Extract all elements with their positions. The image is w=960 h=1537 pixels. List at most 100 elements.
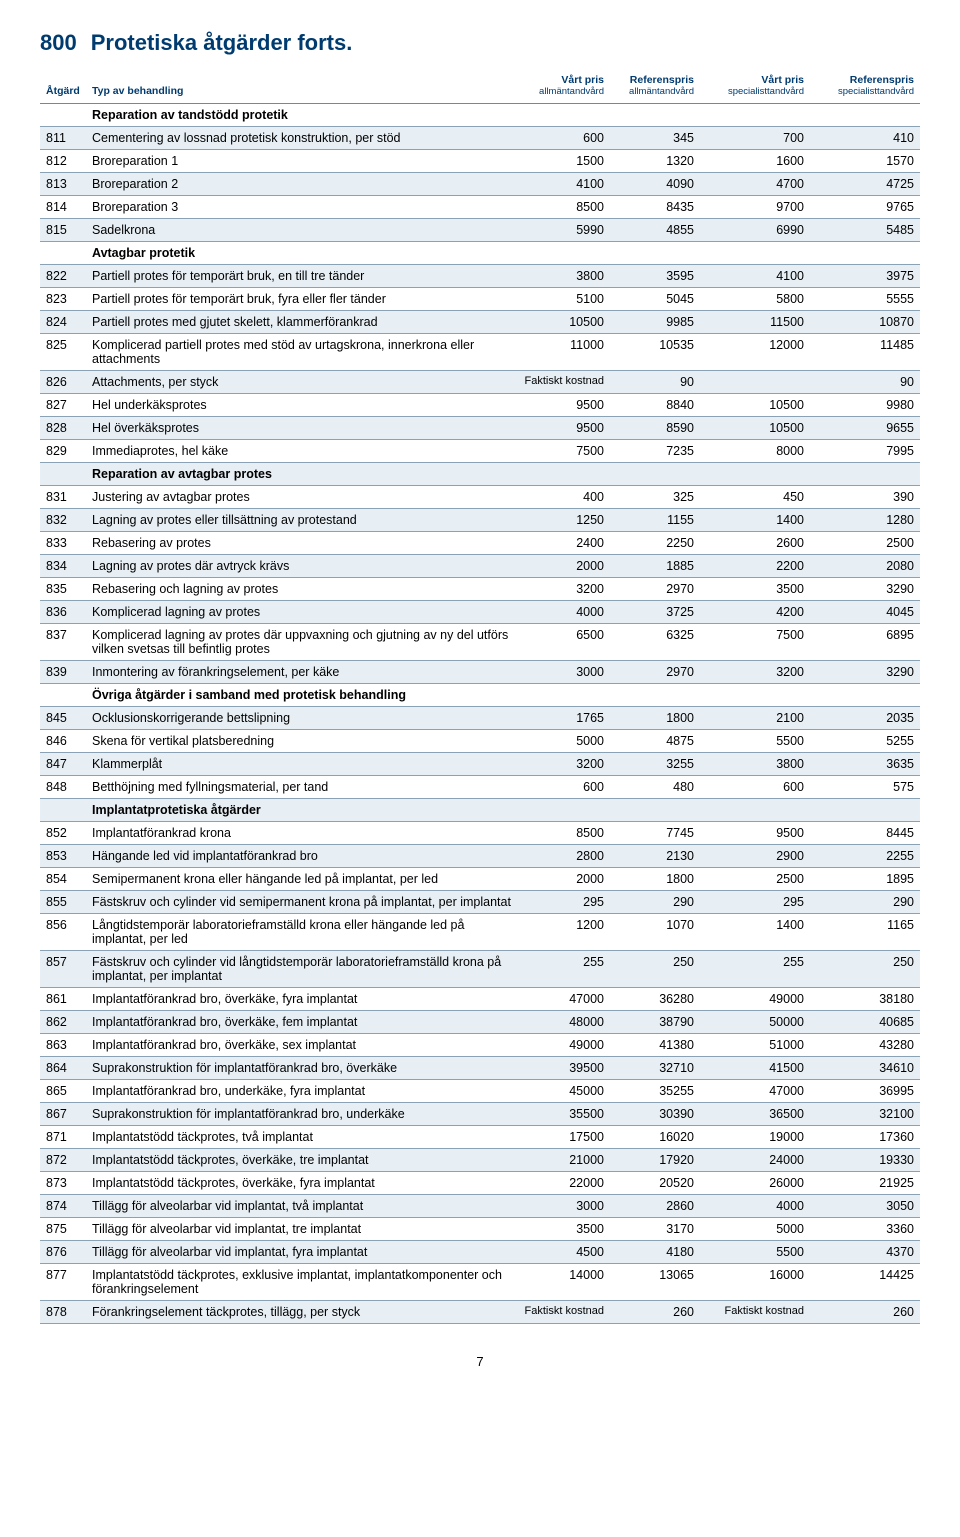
table-row: 837Komplicerad lagning av protes där upp… xyxy=(40,624,920,661)
col-atgard-label: Åtgärd xyxy=(46,85,80,97)
row-value: 20520 xyxy=(610,1172,700,1195)
table-row: 856Långtidstemporär laboratorieframställ… xyxy=(40,914,920,951)
table-row: 872Implantatstödd täckprotes, överkäke, … xyxy=(40,1149,920,1172)
table-row: 831Justering av avtagbar protes400325450… xyxy=(40,486,920,509)
table-row: 823Partiell protes för temporärt bruk, f… xyxy=(40,288,920,311)
table-row: 874Tillägg för alveolarbar vid implantat… xyxy=(40,1195,920,1218)
row-value: 22000 xyxy=(519,1172,610,1195)
row-value: Faktiskt kostnad xyxy=(700,1301,810,1324)
row-desc: Implantatstödd täckprotes, överkäke, fyr… xyxy=(86,1172,519,1195)
row-value: 47000 xyxy=(700,1080,810,1103)
row-value: 9500 xyxy=(519,417,610,440)
row-value: Faktiskt kostnad xyxy=(519,1301,610,1324)
row-value: 6895 xyxy=(810,624,920,661)
row-desc: Attachments, per styck xyxy=(86,371,519,394)
row-code: 874 xyxy=(40,1195,86,1218)
col-price-2: Referenspris allmäntandvård xyxy=(610,70,700,104)
row-desc: Implantatförankrad krona xyxy=(86,822,519,845)
row-value: 36280 xyxy=(610,988,700,1011)
row-value: 9500 xyxy=(519,394,610,417)
table-row: 853Hängande led vid implantatförankrad b… xyxy=(40,845,920,868)
row-value: 21000 xyxy=(519,1149,610,1172)
row-value: 2130 xyxy=(610,845,700,868)
row-desc: Sadelkrona xyxy=(86,219,519,242)
col-price-4: Referenspris specialisttandvård xyxy=(810,70,920,104)
row-value: 255 xyxy=(700,951,810,988)
col-price-2-top: Referenspris xyxy=(630,74,694,86)
row-value: 400 xyxy=(519,486,610,509)
table-row: 873Implantatstödd täckprotes, överkäke, … xyxy=(40,1172,920,1195)
row-value: 5000 xyxy=(700,1218,810,1241)
row-value: 1885 xyxy=(610,555,700,578)
row-value: 3200 xyxy=(519,753,610,776)
table-row: 824Partiell protes med gjutet skelett, k… xyxy=(40,311,920,334)
col-price-2-sub: allmäntandvård xyxy=(616,86,694,97)
row-desc: Klammerplåt xyxy=(86,753,519,776)
title-text: Protetiska åtgärder forts. xyxy=(91,30,353,56)
row-value: 38790 xyxy=(610,1011,700,1034)
row-desc: Implantatförankrad bro, överkäke, fyra i… xyxy=(86,988,519,1011)
row-value: 3635 xyxy=(810,753,920,776)
table-row: 845Ocklusionskorrigerande bettslipning17… xyxy=(40,707,920,730)
row-value: 3800 xyxy=(519,265,610,288)
section-header: Reparation av avtagbar protes xyxy=(86,463,920,486)
table-row: 815Sadelkrona5990485569905485 xyxy=(40,219,920,242)
row-desc: Komplicerad lagning av protes xyxy=(86,601,519,624)
section-header: Implantatprotetiska åtgärder xyxy=(86,799,920,822)
row-desc: Suprakonstruktion för implantatförankrad… xyxy=(86,1057,519,1080)
table-row: 832Lagning av protes eller tillsättning … xyxy=(40,509,920,532)
row-value: 34610 xyxy=(810,1057,920,1080)
row-value: 290 xyxy=(610,891,700,914)
row-desc: Fästskruv och cylinder vid semipermanent… xyxy=(86,891,519,914)
row-code: 875 xyxy=(40,1218,86,1241)
row-value: 4180 xyxy=(610,1241,700,1264)
row-value: 9500 xyxy=(700,822,810,845)
row-value: 1800 xyxy=(610,707,700,730)
row-value: 2500 xyxy=(810,532,920,555)
row-code: 815 xyxy=(40,219,86,242)
row-desc: Partiell protes för temporärt bruk, en t… xyxy=(86,265,519,288)
row-value: 8840 xyxy=(610,394,700,417)
row-desc: Rebasering och lagning av protes xyxy=(86,578,519,601)
table-row: 829Immediaprotes, hel käke75007235800079… xyxy=(40,440,920,463)
row-value: 9765 xyxy=(810,196,920,219)
row-value: 6325 xyxy=(610,624,700,661)
row-code: 872 xyxy=(40,1149,86,1172)
row-code: 864 xyxy=(40,1057,86,1080)
row-desc: Tillägg för alveolarbar vid implantat, f… xyxy=(86,1241,519,1264)
table-row: 833Rebasering av protes2400225026002500 xyxy=(40,532,920,555)
row-desc: Cementering av lossnad protetisk konstru… xyxy=(86,127,519,150)
row-code: 832 xyxy=(40,509,86,532)
table-row: 862Implantatförankrad bro, överkäke, fem… xyxy=(40,1011,920,1034)
row-code: 871 xyxy=(40,1126,86,1149)
table-row: 847Klammerplåt3200325538003635 xyxy=(40,753,920,776)
row-value: 8590 xyxy=(610,417,700,440)
row-code xyxy=(40,242,86,265)
row-desc: Broreparation 3 xyxy=(86,196,519,219)
row-value: 10870 xyxy=(810,311,920,334)
row-value: 410 xyxy=(810,127,920,150)
row-desc: Tillägg för alveolarbar vid implantat, t… xyxy=(86,1195,519,1218)
row-value: 3800 xyxy=(700,753,810,776)
row-code: 822 xyxy=(40,265,86,288)
row-value: 32710 xyxy=(610,1057,700,1080)
row-value: 6990 xyxy=(700,219,810,242)
col-price-3-top: Vårt pris xyxy=(761,74,804,86)
row-value: 4700 xyxy=(700,173,810,196)
row-desc: Broreparation 1 xyxy=(86,150,519,173)
row-code: 829 xyxy=(40,440,86,463)
row-value: 2970 xyxy=(610,661,700,684)
row-value: 9985 xyxy=(610,311,700,334)
row-value: 2000 xyxy=(519,868,610,891)
row-value: 8435 xyxy=(610,196,700,219)
table-body: Reparation av tandstödd protetik811Cemen… xyxy=(40,104,920,1324)
col-typ-label: Typ av behandling xyxy=(92,85,183,97)
row-value: 2080 xyxy=(810,555,920,578)
row-desc: Betthöjning med fyllningsmaterial, per t… xyxy=(86,776,519,799)
row-value: 1400 xyxy=(700,914,810,951)
table-row: 836Komplicerad lagning av protes40003725… xyxy=(40,601,920,624)
row-value: 3255 xyxy=(610,753,700,776)
row-value: 8445 xyxy=(810,822,920,845)
table-row: 846Skena för vertikal platsberedning5000… xyxy=(40,730,920,753)
row-value: 2000 xyxy=(519,555,610,578)
